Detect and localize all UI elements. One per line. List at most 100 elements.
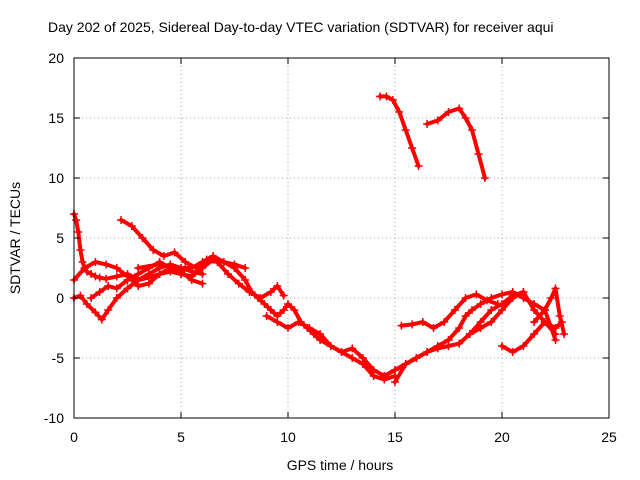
data-point xyxy=(241,264,250,272)
data-point xyxy=(423,348,432,356)
data-point xyxy=(397,321,406,330)
series-line-track-9 xyxy=(425,106,487,180)
data-point xyxy=(540,318,549,326)
data-point xyxy=(219,258,228,266)
data-point xyxy=(474,150,483,158)
data-point xyxy=(326,342,335,350)
data-point xyxy=(498,306,506,314)
data-point xyxy=(461,294,470,302)
data-point xyxy=(102,260,111,269)
data-point xyxy=(476,324,485,332)
y-tick-label: 10 xyxy=(48,170,64,186)
data-point xyxy=(209,252,218,260)
data-point xyxy=(382,92,391,101)
data-point xyxy=(551,284,560,293)
data-point xyxy=(266,288,275,296)
data-point xyxy=(187,264,196,272)
series-line-track-11 xyxy=(393,290,558,384)
data-point xyxy=(76,291,85,300)
data-point xyxy=(290,306,299,314)
y-axis-title: SDTVAR / TECUs xyxy=(7,182,23,294)
data-point xyxy=(170,248,179,257)
data-point xyxy=(80,264,89,272)
data-point xyxy=(102,274,111,283)
data-point xyxy=(348,354,357,362)
data-point xyxy=(316,330,325,338)
data-point xyxy=(112,264,121,272)
data-point xyxy=(348,344,357,353)
data-point xyxy=(305,324,314,332)
data-point xyxy=(247,288,256,296)
data-point xyxy=(78,258,87,266)
data-point xyxy=(401,360,410,368)
data-point xyxy=(266,306,275,314)
y-tick-label: 20 xyxy=(48,50,64,66)
data-point xyxy=(560,330,569,338)
data-point xyxy=(254,294,263,302)
data-point xyxy=(414,162,423,170)
data-point xyxy=(508,294,517,302)
data-point xyxy=(273,318,282,326)
data-point xyxy=(498,342,506,350)
data-point xyxy=(91,258,100,266)
x-tick-label: 10 xyxy=(280,429,296,445)
data-point xyxy=(294,318,303,326)
data-point xyxy=(260,300,269,308)
data-point xyxy=(369,366,378,374)
data-point xyxy=(493,300,502,308)
data-point xyxy=(187,276,196,284)
data-point xyxy=(198,279,207,288)
data-point xyxy=(104,306,113,314)
series-line-track-7 xyxy=(264,314,419,378)
data-point xyxy=(487,306,496,314)
series-line-track-8 xyxy=(378,94,421,168)
data-point xyxy=(155,270,164,278)
data-point xyxy=(465,330,474,338)
data-point xyxy=(112,294,121,302)
data-point xyxy=(198,258,207,266)
data-point xyxy=(408,144,417,152)
data-point xyxy=(76,246,85,254)
data-point xyxy=(450,306,459,314)
data-point xyxy=(262,312,271,320)
data-point xyxy=(433,344,442,353)
data-point xyxy=(508,348,517,356)
data-point xyxy=(455,324,464,332)
data-point xyxy=(91,308,100,317)
data-point xyxy=(177,264,185,272)
data-point xyxy=(123,284,132,293)
y-tick-label: -10 xyxy=(44,410,64,426)
data-point xyxy=(472,290,481,299)
data-point xyxy=(230,264,239,272)
data-point xyxy=(155,260,164,269)
data-point xyxy=(455,104,464,113)
data-point xyxy=(391,366,399,374)
data-point xyxy=(418,318,427,326)
data-point xyxy=(87,270,96,278)
data-point xyxy=(144,279,153,288)
data-point xyxy=(112,272,121,281)
data-point xyxy=(181,258,190,266)
data-point xyxy=(429,324,438,332)
data-point xyxy=(412,354,421,362)
data-point xyxy=(134,282,143,290)
y-tick-label: 0 xyxy=(56,290,64,306)
data-point xyxy=(127,222,136,230)
data-point xyxy=(444,342,453,350)
data-point xyxy=(547,294,556,302)
data-point xyxy=(337,348,346,356)
x-tick-label: 0 xyxy=(70,429,78,445)
data-point xyxy=(408,320,417,329)
data-point xyxy=(95,273,104,282)
data-point xyxy=(72,216,81,224)
series-line-track-6 xyxy=(136,254,397,382)
data-point xyxy=(159,252,168,260)
series-line-track-13 xyxy=(467,290,526,336)
data-point xyxy=(401,126,410,134)
data-point xyxy=(241,276,250,284)
x-tick-label: 5 xyxy=(177,429,185,445)
data-point xyxy=(138,234,147,242)
data-point xyxy=(530,330,539,338)
data-point xyxy=(123,276,132,284)
data-point xyxy=(224,270,233,278)
